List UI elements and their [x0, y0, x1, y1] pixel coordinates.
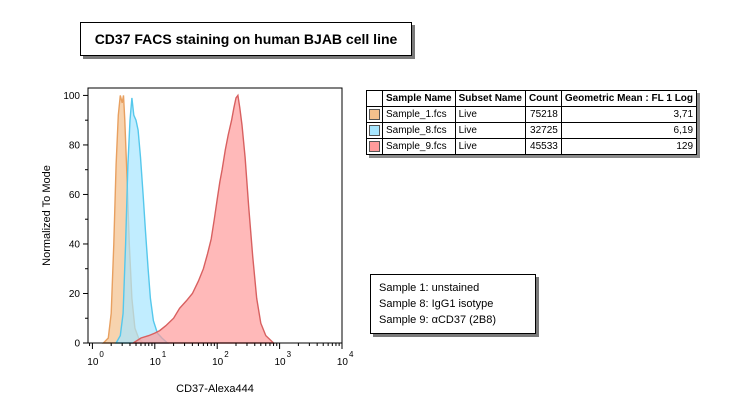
geo-mean-cell: 129	[560, 138, 698, 155]
y-tick-label: 20	[69, 289, 81, 300]
x-tick-exponent: 3	[287, 350, 292, 359]
sample-8-swatch	[369, 124, 380, 136]
stats-header-count: Count	[524, 90, 562, 107]
x-tick-label: 10	[150, 357, 162, 368]
stats-row: Sample_9.fcs Live 45533 129	[366, 138, 698, 155]
x-axis-label: CD37-Alexa444	[176, 383, 254, 395]
x-tick-exponent: 2	[224, 350, 229, 359]
count-cell: 45533	[524, 138, 562, 155]
plot-frame	[87, 87, 343, 344]
x-tick-exponent: 0	[99, 350, 104, 359]
x-tick-exponent: 4	[349, 350, 354, 359]
count-cell: 75218	[524, 106, 562, 123]
subset-name-cell: Live	[454, 138, 526, 155]
y-tick-label: 80	[69, 140, 81, 151]
x-tick-label: 10	[337, 357, 349, 368]
stats-header-mean: Geometric Mean : FL 1 Log	[560, 90, 698, 107]
count-cell: 32725	[524, 122, 562, 139]
y-tick-label: 0	[74, 339, 80, 350]
x-tick-label: 10	[212, 357, 224, 368]
sample-name-cell: Sample_8.fcs	[382, 122, 456, 139]
y-tick-label: 60	[69, 190, 81, 201]
sample-legend: Sample 1: unstained Sample 8: IgG1 isoty…	[370, 274, 536, 334]
x-tick-label: 10	[274, 357, 286, 368]
y-tick-label: 40	[69, 239, 81, 250]
subset-name-cell: Live	[454, 106, 526, 123]
stats-header-subset: Subset Name	[454, 90, 526, 107]
x-tick-exponent: 1	[162, 350, 167, 359]
series-3-histogram	[130, 93, 276, 344]
stats-table: Sample Name Subset Name Count Geometric …	[366, 90, 698, 155]
stats-header-swatch	[366, 90, 383, 107]
y-tick-label: 100	[63, 91, 80, 102]
geo-mean-cell: 3,71	[560, 106, 698, 123]
stats-header-sample: Sample Name	[382, 90, 456, 107]
sample-1-swatch	[369, 108, 380, 120]
geo-mean-cell: 6,19	[560, 122, 698, 139]
subset-name-cell: Live	[454, 122, 526, 139]
stats-row: Sample_1.fcs Live 75218 3,71	[366, 106, 698, 123]
chart-title: CD37 FACS staining on human BJAB cell li…	[80, 22, 412, 56]
series-2-histogram	[114, 97, 170, 344]
x-tick-label: 10	[87, 357, 99, 368]
sample-name-cell: Sample_9.fcs	[382, 138, 456, 155]
legend-entry: Sample 8: IgG1 isotype	[379, 298, 494, 310]
stats-row: Sample_8.fcs Live 32725 6,19	[366, 122, 698, 139]
sample-name-cell: Sample_1.fcs	[382, 106, 456, 123]
legend-entry: Sample 1: unstained	[379, 282, 480, 294]
stats-header-row: Sample Name Subset Name Count Geometric …	[366, 90, 698, 107]
legend-entry: Sample 9: αCD37 (2B8)	[379, 314, 497, 326]
y-axis-label: Normalized To Mode	[41, 165, 53, 266]
sample-9-swatch	[369, 140, 380, 152]
